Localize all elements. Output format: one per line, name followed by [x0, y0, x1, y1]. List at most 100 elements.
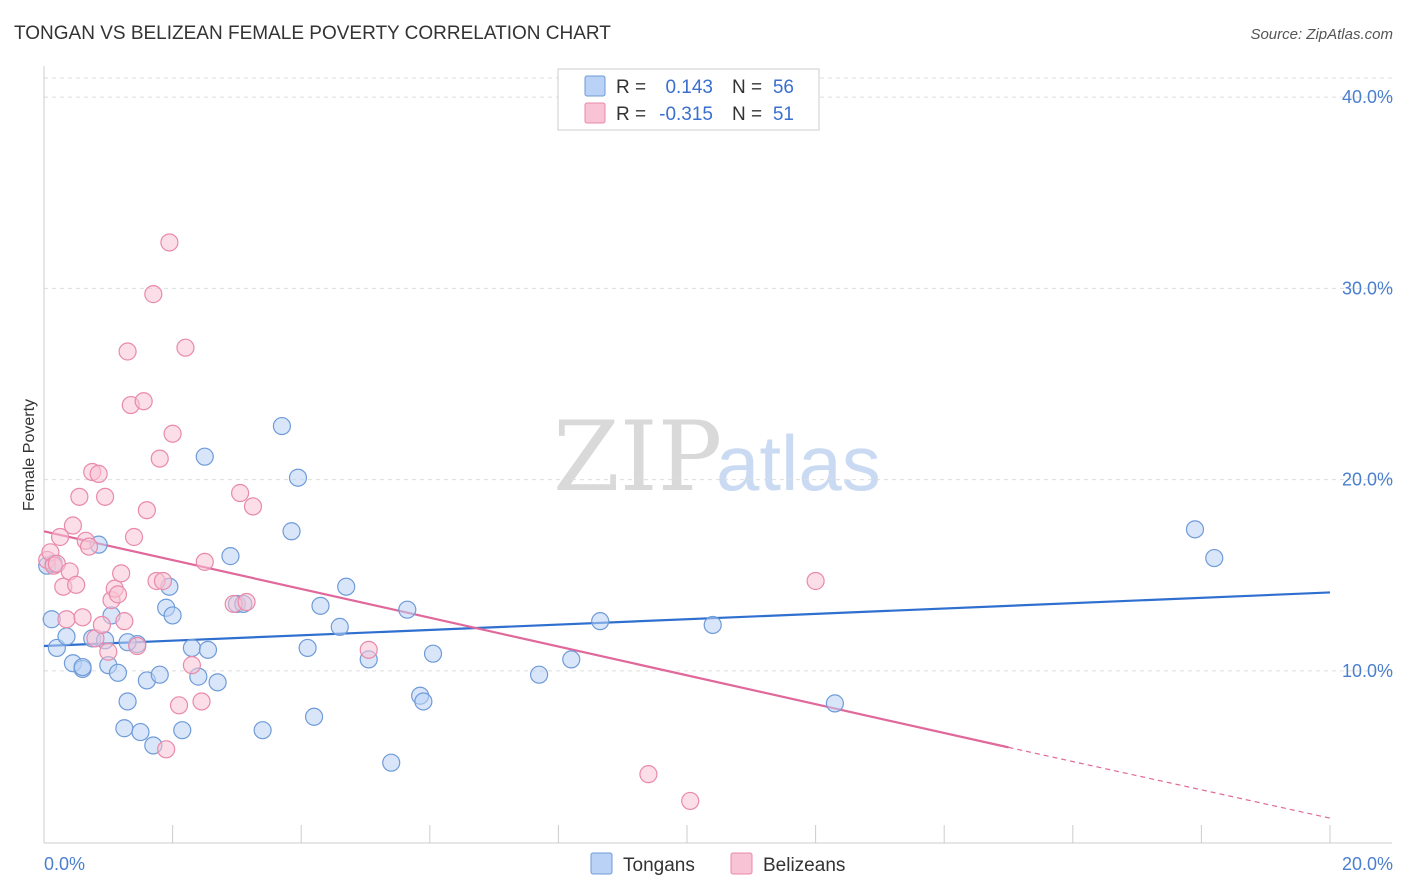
legend-swatch-tongans	[584, 75, 606, 97]
belizeans-point	[639, 765, 658, 784]
tongans-point	[703, 615, 722, 635]
tongans-point	[414, 692, 433, 711]
belizeans-point	[681, 791, 700, 811]
belizeans-point	[124, 527, 144, 547]
legend-n-label-belizeans: N =	[732, 104, 762, 125]
tongans-point	[298, 638, 317, 658]
legend-r-label-belizeans: R =	[616, 104, 646, 125]
tongans-point	[304, 707, 324, 726]
legend-r-value-tongans: 0.143	[665, 77, 713, 98]
y-tick-label: 20.0%	[1342, 470, 1393, 490]
chart-source: Source: ZipAtlas.com	[1250, 26, 1393, 43]
tongans-point	[118, 692, 137, 711]
tongans-point	[198, 640, 218, 659]
tongans-point	[221, 547, 240, 566]
belizeans-point	[150, 449, 169, 468]
legend-swatch-belizeans	[584, 102, 606, 124]
tongans-point	[163, 606, 182, 625]
belizeans-point	[134, 392, 153, 411]
tongans-point	[173, 721, 192, 740]
tongans-point	[195, 447, 214, 466]
belizeans-point	[231, 483, 250, 503]
tongans-point	[1185, 520, 1205, 539]
belizeans-point	[73, 608, 92, 627]
belizeans-point	[163, 424, 182, 443]
tongans-point	[73, 657, 92, 677]
bottom-legend-swatch-belizeans	[730, 852, 753, 875]
belizeans-point	[160, 233, 179, 252]
x-tick-label-min: 0.0%	[44, 854, 85, 874]
tongans-point	[423, 644, 443, 663]
x-tick-label-max: 20.0%	[1342, 854, 1393, 874]
tongans-point	[1205, 548, 1224, 568]
y-tick-label: 40.0%	[1342, 87, 1393, 107]
tongans-point	[825, 694, 844, 713]
belizeans-point	[806, 571, 825, 591]
y-tick-label: 10.0%	[1342, 661, 1393, 681]
tongans-point	[253, 721, 272, 740]
belizeans-point	[79, 537, 99, 556]
legend-n-value-tongans: 56	[773, 77, 794, 98]
belizeans-point	[92, 615, 111, 635]
watermark-zip: ZIP	[553, 401, 722, 513]
belizeans-point	[153, 571, 173, 591]
belizeans-point	[112, 564, 131, 583]
belizeans-point	[67, 575, 86, 594]
tongans-point	[288, 468, 308, 487]
belizeans-point	[182, 656, 201, 675]
tongans-point	[398, 600, 417, 619]
belizeans-point	[176, 338, 195, 357]
tongans-point	[272, 416, 292, 436]
belizeans-point	[243, 497, 263, 516]
bottom-legend-label-belizeans: Belizeans	[763, 855, 845, 876]
tongans-point	[530, 665, 549, 684]
legend-r-label-tongans: R =	[616, 77, 646, 98]
belizeans-point	[57, 610, 76, 629]
belizeans-point	[108, 585, 128, 604]
belizeans-point	[95, 487, 115, 506]
y-tick-label: 30.0%	[1342, 278, 1393, 298]
legend-r-value-belizeans: -0.315	[659, 104, 713, 125]
tongans-point	[282, 522, 301, 541]
tongans-point	[208, 673, 227, 692]
y-axis-label: Female Poverty	[21, 399, 38, 511]
watermark-atlas: atlas	[716, 419, 881, 507]
tongans-point	[591, 612, 610, 631]
bottom-legend-label-tongans: Tongans	[623, 855, 695, 876]
bottom-legend: Tongans Belizeans	[590, 852, 845, 876]
belizeans-point	[63, 516, 83, 535]
tongans-point	[311, 596, 330, 615]
tongans-point	[337, 577, 356, 596]
legend-n-value-belizeans: 51	[773, 104, 794, 125]
belizeans-point	[169, 696, 189, 715]
belizeans-point	[137, 501, 156, 520]
belizeans-point	[359, 640, 378, 659]
axes	[43, 66, 1392, 844]
tongans-point	[131, 722, 150, 742]
trend-line-belizeans-extension	[1008, 746, 1331, 819]
belizeans-point	[157, 740, 176, 759]
bottom-legend-swatch-tongans	[590, 852, 613, 875]
tongans-point	[108, 663, 128, 682]
belizeans-point	[195, 552, 214, 571]
gridlines	[44, 77, 1392, 672]
tongans-point	[182, 638, 201, 658]
y-tick-labels: 10.0% 20.0% 30.0% 40.0%	[1342, 87, 1393, 681]
belizeans-points	[38, 233, 825, 811]
belizeans-point	[50, 527, 70, 547]
belizeans-point	[99, 642, 118, 661]
tongans-point	[330, 617, 349, 636]
tongans-point	[562, 650, 581, 669]
belizeans-point	[70, 487, 89, 506]
tongans-point	[382, 753, 401, 772]
trend-lines	[43, 530, 1331, 819]
legend-n-label-tongans: N =	[732, 77, 762, 98]
belizeans-point	[128, 636, 147, 656]
belizeans-point	[118, 342, 137, 361]
belizeans-point	[89, 464, 108, 483]
tongans-point	[150, 665, 169, 684]
belizeans-point	[192, 692, 211, 711]
trend-line-tongans	[43, 591, 1331, 648]
belizeans-point	[115, 612, 134, 631]
